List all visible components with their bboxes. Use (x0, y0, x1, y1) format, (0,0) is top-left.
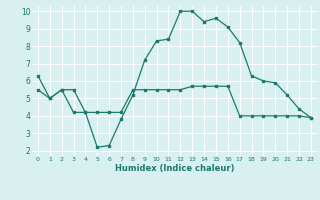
X-axis label: Humidex (Indice chaleur): Humidex (Indice chaleur) (115, 164, 234, 173)
